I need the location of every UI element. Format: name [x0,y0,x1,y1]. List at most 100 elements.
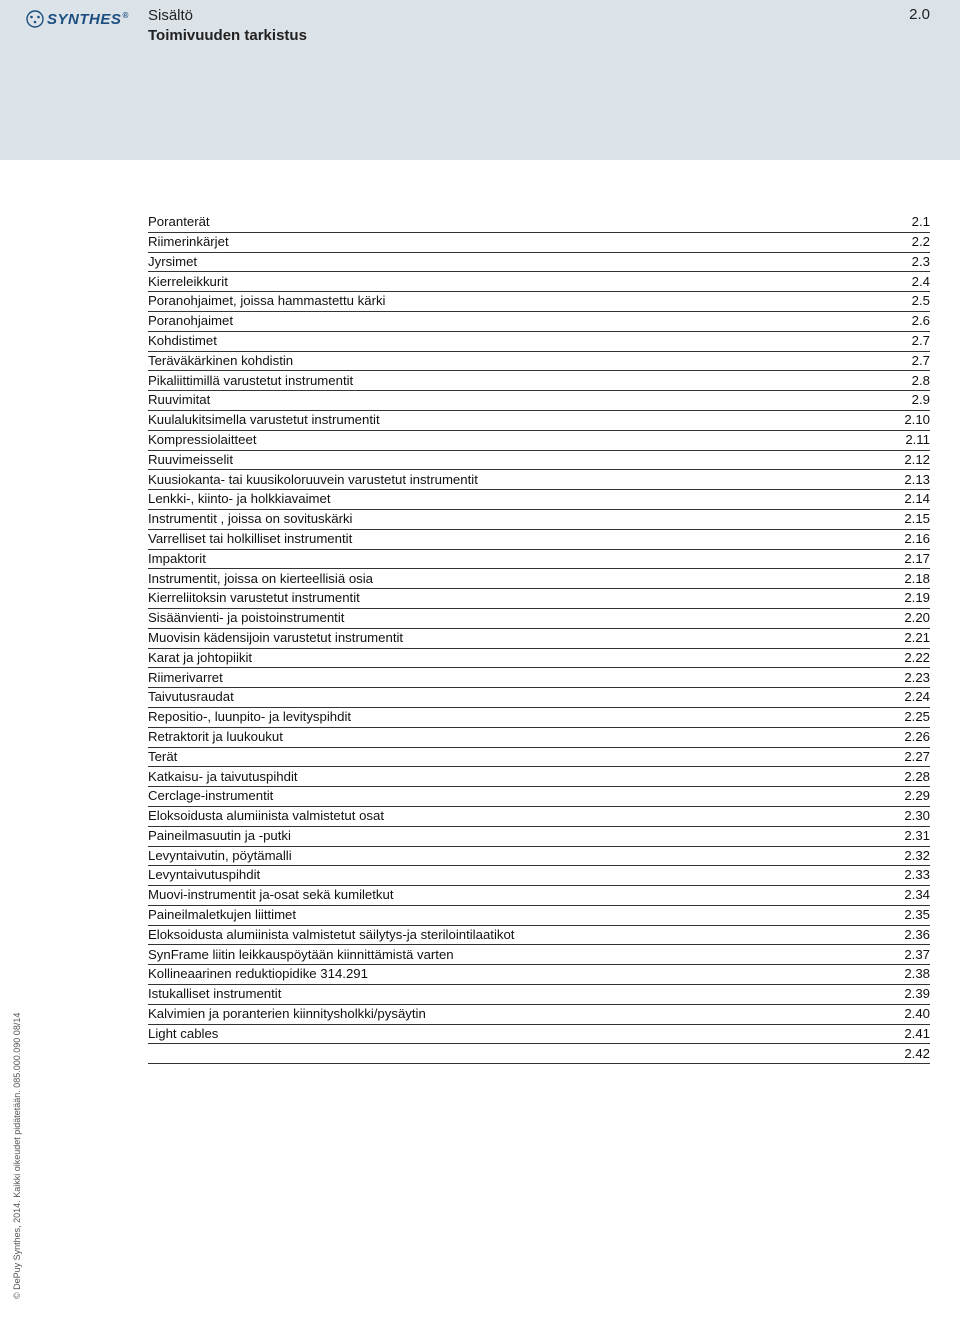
toc-label: Levyntaivutin, pöytämalli [148,847,904,865]
toc-row: Lenkki-, kiinto- ja holkkiavaimet2.14 [148,490,930,510]
toc-row: Eloksoidusta alumiinista valmistetut säi… [148,926,930,946]
toc-label: Teräväkärkinen kohdistin [148,352,912,370]
toc-number: 2.28 [904,768,930,786]
toc-label: Kierreleikkurit [148,273,912,291]
toc-row: Kollineaarinen reduktiopidike 314.2912.3… [148,965,930,985]
toc-row: Instrumentit, joissa on kierteellisiä os… [148,569,930,589]
toc-number: 2.29 [904,787,930,805]
toc-row: Taivutusraudat2.24 [148,688,930,708]
toc-row: Riimerinkärjet2.2 [148,233,930,253]
toc-number: 2.17 [904,550,930,568]
toc-number: 2.10 [904,411,930,429]
toc-number: 2.42 [904,1045,930,1063]
toc-row: Riimerivarret2.23 [148,668,930,688]
toc-label: Lenkki-, kiinto- ja holkkiavaimet [148,490,904,508]
toc-row: Karat ja johtopiikit2.22 [148,649,930,669]
toc-row: Teräväkärkinen kohdistin2.7 [148,352,930,372]
toc-label: Kalvimien ja poranterien kiinnitysholkki… [148,1005,904,1023]
toc-row: Kuusiokanta- tai kuusikoloruuvein varust… [148,470,930,490]
toc-row: Katkaisu- ja taivutuspihdit2.28 [148,767,930,787]
toc-row: Jyrsimet2.3 [148,253,930,273]
toc-row: Impaktorit2.17 [148,550,930,570]
toc-label: Eloksoidusta alumiinista valmistetut säi… [148,926,904,944]
toc-number: 2.9 [912,391,930,409]
toc-number: 2.5 [912,292,930,310]
toc-row: Kalvimien ja poranterien kiinnitysholkki… [148,1005,930,1025]
toc-row: Muovisin kädensijoin varustetut instrume… [148,629,930,649]
toc-number: 2.41 [904,1025,930,1043]
toc-number: 2.34 [904,886,930,904]
toc-number: 2.2 [912,233,930,251]
toc-label: Ruuvimeisselit [148,451,904,469]
toc-number: 2.16 [904,530,930,548]
toc-number: 2.26 [904,728,930,746]
toc-label: Impaktorit [148,550,904,568]
toc-label: Pikaliittimillä varustetut instrumentit [148,372,912,390]
toc-row: Paineilmasuutin ja -putki2.31 [148,827,930,847]
toc-number: 2.25 [904,708,930,726]
toc-row: Kompressiolaitteet2.11 [148,431,930,451]
toc-label: Kollineaarinen reduktiopidike 314.291 [148,965,904,983]
toc-row: Ruuvimeisselit2.12 [148,451,930,471]
toc-row: Eloksoidusta alumiinista valmistetut osa… [148,807,930,827]
copyright-sidetext: © DePuy Synthes, 2014. Kaikki oikeudet p… [12,1013,22,1299]
toc-row: Kohdistimet2.7 [148,332,930,352]
toc-label: Poranohjaimet, joissa hammastettu kärki [148,292,912,310]
toc-row: Poranterät2.1 [148,213,930,233]
header-band: SYNTHES® Sisältö Toimivuuden tarkistus 2… [0,0,960,160]
logo-mark-icon [26,10,44,28]
toc-number: 2.30 [904,807,930,825]
toc-number: 2.6 [912,312,930,330]
registered-mark: ® [122,11,128,20]
toc-label: Kohdistimet [148,332,912,350]
toc-label: Retraktorit ja luukoukut [148,728,904,746]
toc-row: Kierreliitoksin varustetut instrumentit2… [148,589,930,609]
toc-row: Cerclage-instrumentit2.29 [148,787,930,807]
toc-row: Instrumentit , joissa on sovituskärki2.1… [148,510,930,530]
toc-row: Muovi-instrumentit ja-osat sekä kumiletk… [148,886,930,906]
toc-row: Kuulalukitsimella varustetut instrumenti… [148,411,930,431]
toc-number: 2.33 [904,866,930,884]
logo-wordmark: SYNTHES® [47,11,129,28]
toc-label: Levyntaivutuspihdit [148,866,904,884]
toc-label: Eloksoidusta alumiinista valmistetut osa… [148,807,904,825]
toc-label: Instrumentit, joissa on kierteellisiä os… [148,570,904,588]
toc-label: SynFrame liitin leikkauspöytään kiinnitt… [148,946,904,964]
toc-number: 2.31 [904,827,930,845]
toc-label: Riimerivarret [148,669,904,687]
toc-row: Istukalliset instrumentit2.39 [148,985,930,1005]
toc-label: Muovi-instrumentit ja-osat sekä kumiletk… [148,886,904,904]
toc-number: 2.4 [912,273,930,291]
toc-row: Retraktorit ja luukoukut2.26 [148,728,930,748]
toc-row: Poranohjaimet2.6 [148,312,930,332]
toc-label: Katkaisu- ja taivutuspihdit [148,768,904,786]
toc-number: 2.23 [904,669,930,687]
toc-number: 2.18 [904,570,930,588]
toc-label: Terät [148,748,904,766]
toc-label: Sisäänvienti- ja poistoinstrumentit [148,609,904,627]
toc-number: 2.7 [912,332,930,350]
toc-number: 2.8 [912,372,930,390]
toc-row: Repositio-, luunpito- ja levityspihdit2.… [148,708,930,728]
toc-row: Levyntaivutin, pöytämalli2.32 [148,847,930,867]
toc-label: Riimerinkärjet [148,233,912,251]
toc-label: Kompressiolaitteet [148,431,905,449]
table-of-contents: Poranterät2.1Riimerinkärjet2.2Jyrsimet2.… [148,213,930,1064]
toc-row: Sisäänvienti- ja poistoinstrumentit2.20 [148,609,930,629]
logo-text: SYNTHES [47,11,121,28]
toc-number: 2.3 [912,253,930,271]
toc-label: Cerclage-instrumentit [148,787,904,805]
toc-number: 2.11 [905,431,930,449]
toc-row: 2.42 [148,1044,930,1064]
toc-number: 2.14 [904,490,930,508]
page-title-line1: Sisältö [148,6,307,26]
toc-number: 2.21 [904,629,930,647]
toc-label: Paineilmasuutin ja -putki [148,827,904,845]
toc-number: 2.19 [904,589,930,607]
toc-label: Kuulalukitsimella varustetut instrumenti… [148,411,904,429]
toc-label: Paineilmaletkujen liittimet [148,906,904,924]
toc-row: Kierreleikkurit2.4 [148,272,930,292]
header-title-block: Sisältö Toimivuuden tarkistus [148,6,307,47]
toc-label: Ruuvimitat [148,391,912,409]
toc-number: 2.37 [904,946,930,964]
